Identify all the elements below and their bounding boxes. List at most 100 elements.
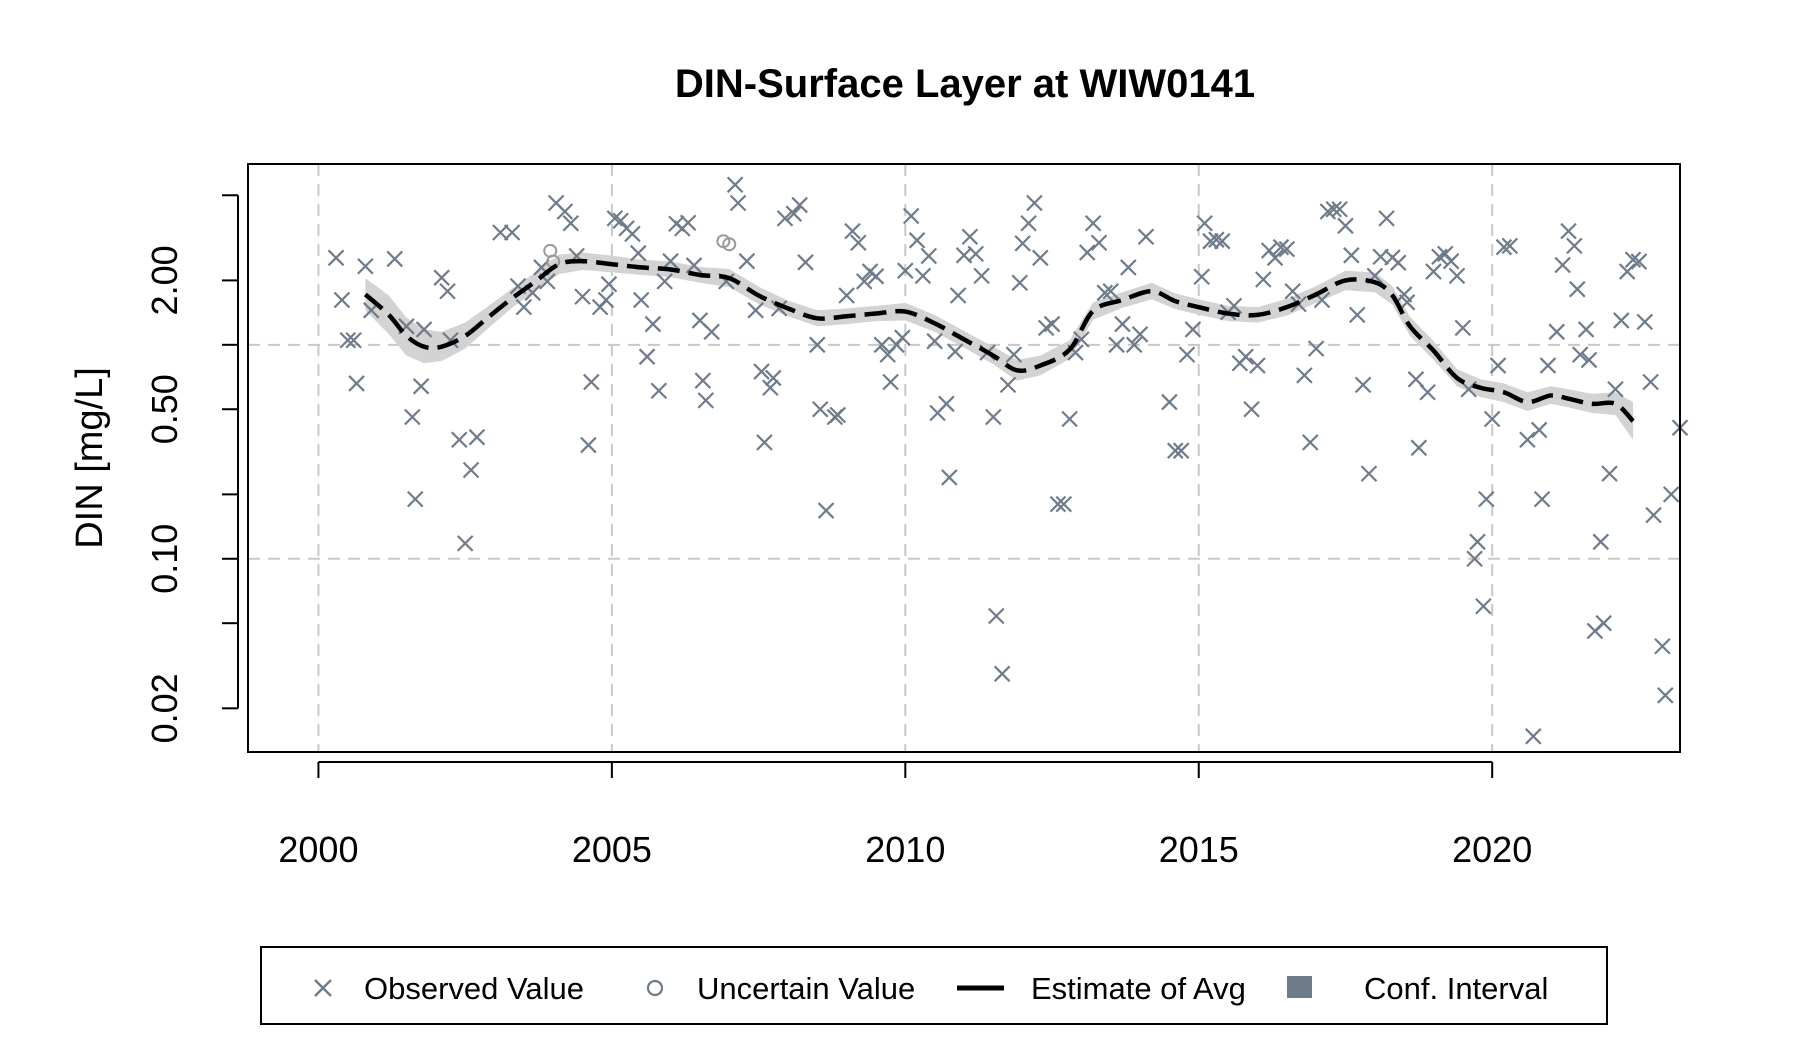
- observed-point: [574, 288, 591, 305]
- observed-point: [1530, 421, 1548, 439]
- uncertain-point: [722, 237, 737, 252]
- observed-point: [1398, 294, 1416, 311]
- legend-item-conf-interval: Conf. Interval: [1287, 971, 1548, 1006]
- legend-x-marker: [314, 979, 332, 997]
- observed-point: [908, 232, 926, 249]
- legend: Observed Value Uncertain Value Estimate …: [260, 946, 1608, 1025]
- observed-point: [1577, 321, 1595, 338]
- observed-point: [1331, 201, 1348, 218]
- observed-point: [1618, 263, 1636, 280]
- observed-point: [756, 434, 773, 451]
- observed-point: [1278, 240, 1296, 258]
- observed-point: [1419, 384, 1436, 401]
- observed-point: [1448, 267, 1466, 285]
- observed-point: [1360, 465, 1378, 482]
- observed-point: [624, 225, 641, 243]
- observed-point: [1032, 249, 1049, 267]
- observed-point: [1569, 280, 1586, 298]
- observed-point: [1533, 490, 1551, 508]
- legend-item-observed: Observed Value: [314, 971, 584, 1006]
- observed-point: [738, 252, 756, 270]
- observed-point: [1483, 410, 1501, 428]
- observed-point: [685, 257, 703, 274]
- observed-point: [1255, 271, 1272, 288]
- observed-point: [515, 298, 533, 316]
- observed-point: [600, 275, 618, 293]
- observed-point: [1078, 244, 1096, 261]
- observed-point: [1489, 357, 1507, 374]
- observed-point: [1049, 495, 1067, 513]
- observed-point: [1296, 367, 1313, 384]
- observed-point: [1548, 323, 1566, 341]
- observed-point: [1237, 348, 1254, 365]
- observed-point: [941, 469, 958, 486]
- legend-label-conf-interval: Conf. Interval: [1364, 971, 1548, 1006]
- observed-point: [946, 343, 964, 360]
- observed-point: [1073, 331, 1090, 348]
- observed-point: [897, 262, 914, 279]
- observed-point: [456, 535, 474, 552]
- observed-point: [327, 249, 345, 267]
- observed-point: [1020, 214, 1037, 232]
- legend-circle-marker: [646, 979, 664, 997]
- observed-point: [415, 321, 433, 338]
- estimate-line: [363, 258, 1635, 423]
- observed-point: [785, 205, 803, 222]
- plot-frame: [247, 163, 1681, 753]
- observed-point: [345, 332, 362, 349]
- observed-point: [1043, 315, 1061, 333]
- observed-point: [1225, 297, 1243, 315]
- observed-point: [439, 282, 456, 300]
- observed-point: [656, 273, 673, 290]
- observed-point: [762, 379, 779, 397]
- observed-point: [333, 291, 351, 309]
- observed-point: [850, 234, 867, 252]
- observed-point: [967, 245, 985, 263]
- observed-point: [1061, 410, 1078, 428]
- observed-point: [1654, 637, 1671, 655]
- observed-point: [726, 176, 744, 194]
- observed-point: [348, 375, 365, 392]
- observed-point: [1378, 210, 1395, 227]
- observed-point: [1601, 465, 1618, 482]
- observed-point: [764, 369, 782, 387]
- observed-point: [817, 502, 835, 519]
- observed-point: [1325, 201, 1343, 218]
- y-tick-label: 0.02: [144, 673, 185, 743]
- observed-point: [993, 665, 1011, 683]
- observed-point: [1208, 231, 1225, 248]
- observed-point: [1213, 232, 1231, 250]
- observed-point: [662, 252, 679, 270]
- observed-point: [556, 203, 574, 220]
- observed-point: [985, 408, 1002, 426]
- x-axis: 2000 2005 2010 2015 2020: [278, 761, 1532, 870]
- legend-box: [260, 946, 1608, 1025]
- observed-point: [1431, 248, 1448, 266]
- x-tick-label: 2010: [865, 829, 945, 870]
- observed-point: [873, 336, 891, 354]
- y-axis-label: DIN [mg/L]: [69, 367, 111, 549]
- confidence-band-layer: [365, 252, 1634, 440]
- observed-point: [1442, 252, 1460, 270]
- observed-point: [1172, 442, 1190, 459]
- observed-point: [1560, 222, 1577, 240]
- observed-point: [1055, 495, 1073, 513]
- observed-point: [1636, 313, 1654, 331]
- observed-point: [357, 257, 374, 275]
- observed-point: [644, 315, 662, 333]
- observed-point: [1566, 237, 1583, 255]
- observed-point: [1469, 533, 1486, 551]
- observed-point: [1014, 235, 1031, 252]
- observed-point: [1525, 728, 1542, 745]
- observed-point: [1425, 263, 1442, 280]
- observed-point: [1495, 238, 1513, 256]
- observed-point: [1390, 254, 1407, 271]
- observed-point: [1454, 319, 1472, 337]
- observed-point: [503, 224, 521, 241]
- observed-point: [562, 214, 580, 232]
- observed-point: [1178, 346, 1196, 363]
- observed-point: [1108, 336, 1125, 354]
- observed-point: [811, 400, 829, 418]
- observed-point: [961, 228, 979, 246]
